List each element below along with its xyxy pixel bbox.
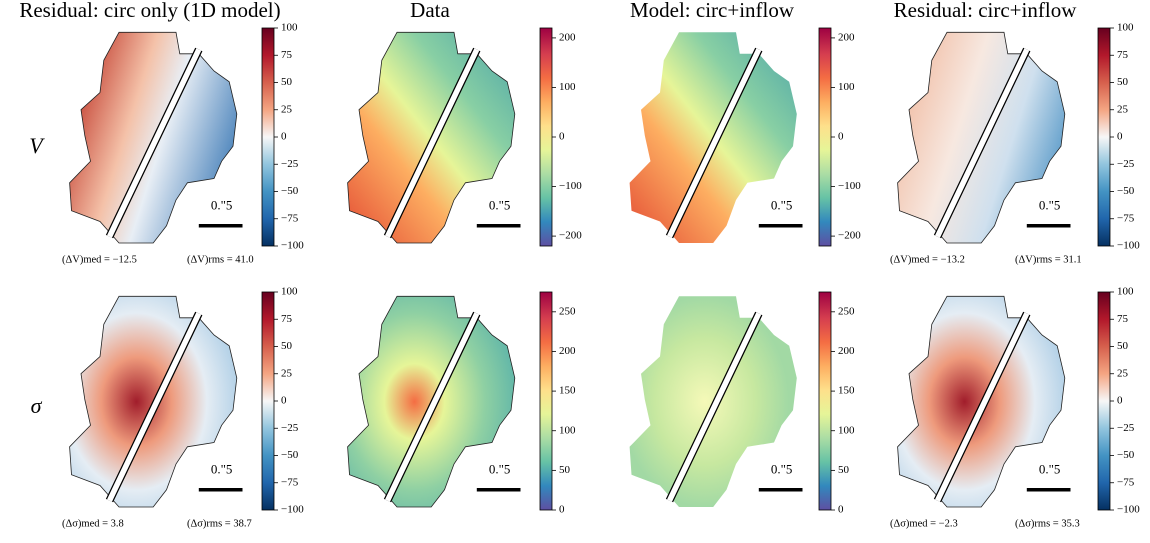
colorbar-tick-label: −50 — [1117, 185, 1135, 197]
slit — [385, 312, 480, 502]
colorbar-tick-label: 100 — [1117, 22, 1134, 34]
colorbar-tick-label: 200 — [838, 345, 855, 357]
colorbar-tick-label: 25 — [1117, 367, 1129, 379]
scale-label: 0."5 — [1039, 461, 1061, 476]
scale-label: 0."5 — [211, 197, 233, 212]
colorbar — [818, 27, 832, 247]
column-title: Data — [410, 0, 450, 22]
colorbar — [539, 27, 553, 247]
colorbar-tick-label: −100 — [559, 180, 582, 192]
colorbar-tick-label: 50 — [838, 464, 850, 476]
column-title: Model: circ+inflow — [630, 0, 795, 22]
slit — [667, 48, 762, 238]
stat: (Δσ)rms = 35.3 — [1015, 518, 1080, 529]
colorbar-tick-label: −50 — [1117, 449, 1135, 461]
colorbar-tick-label: −25 — [1117, 422, 1135, 434]
scale-label: 0."5 — [771, 461, 793, 476]
colorbar-tick-label: 0 — [1117, 131, 1123, 143]
colorbar-tick-label: −200 — [559, 230, 582, 242]
slit — [107, 48, 202, 238]
colorbar-tick-label: −50 — [281, 185, 299, 197]
colorbar-tick-label: 50 — [1117, 76, 1129, 88]
colorbar-tick-label: 250 — [559, 305, 576, 317]
colorbar-tick-label: 50 — [559, 464, 571, 476]
stat: (Δσ)med = −2.3 — [890, 518, 958, 529]
colorbar-tick-label: 0 — [838, 131, 844, 143]
colorbar-tick-label: −75 — [281, 212, 299, 224]
colorbar-tick-label: 200 — [559, 31, 576, 43]
colorbar-tick-label: −50 — [281, 449, 299, 461]
stat: (ΔV)med = −13.2 — [890, 254, 965, 265]
scale-label: 0."5 — [771, 197, 793, 212]
slit — [935, 312, 1030, 502]
colorbar-tick-label: 250 — [838, 305, 855, 317]
colorbar-tick-label: 100 — [559, 424, 576, 436]
slit — [935, 48, 1030, 238]
row-label: σ — [31, 393, 43, 418]
colorbar-tick-label: −75 — [281, 476, 299, 488]
colorbar-tick-label: 50 — [281, 340, 293, 352]
colorbar-tick-label: 25 — [1117, 103, 1129, 115]
colorbar-tick-label: 0 — [559, 131, 565, 143]
colorbar-tick-label: 100 — [281, 22, 298, 34]
colorbar-tick-label: −25 — [281, 158, 299, 170]
colorbar — [818, 291, 832, 511]
colorbar-tick-label: 0 — [838, 504, 844, 516]
colorbar-tick-label: 150 — [838, 385, 855, 397]
colorbar-tick-label: −100 — [281, 504, 304, 516]
colorbar — [261, 27, 275, 247]
colorbar-tick-label: −100 — [281, 240, 304, 252]
row-label: V — [29, 133, 45, 158]
colorbar-tick-label: 0 — [1117, 395, 1123, 407]
slit — [385, 48, 480, 238]
colorbar-tick-label: −25 — [1117, 158, 1135, 170]
slit — [667, 312, 762, 502]
colorbar-tick-label: −100 — [838, 180, 861, 192]
stat: (Δσ)rms = 38.7 — [187, 518, 252, 529]
stat: (ΔV)rms = 31.1 — [1015, 254, 1082, 265]
colorbar-tick-label: −75 — [1117, 476, 1135, 488]
column-title: Residual: circ+inflow — [894, 0, 1078, 22]
scale-label: 0."5 — [211, 461, 233, 476]
colorbar — [539, 291, 553, 511]
colorbar-tick-label: 25 — [281, 367, 293, 379]
column-title: Residual: circ only (1D model) — [19, 0, 280, 22]
colorbar-tick-label: 200 — [559, 345, 576, 357]
colorbar-tick-label: −75 — [1117, 212, 1135, 224]
colorbar-tick-label: 200 — [838, 31, 855, 43]
colorbar-tick-label: 0 — [281, 395, 287, 407]
colorbar-tick-label: 100 — [838, 424, 855, 436]
slit — [107, 312, 202, 502]
colorbar-tick-label: −25 — [281, 422, 299, 434]
colorbar-tick-label: −200 — [838, 230, 861, 242]
scale-label: 0."5 — [489, 461, 511, 476]
colorbar-tick-label: 50 — [281, 76, 293, 88]
colorbar-tick-label: 100 — [838, 81, 855, 93]
colorbar-tick-label: 50 — [1117, 340, 1129, 352]
colorbar-tick-label: 75 — [281, 313, 293, 325]
colorbar — [1097, 291, 1111, 511]
stat: (ΔV)med = −12.5 — [62, 254, 137, 265]
colorbar-tick-label: 25 — [281, 103, 293, 115]
colorbar-tick-label: 75 — [281, 49, 293, 61]
colorbar — [1097, 27, 1111, 247]
stat: (ΔV)rms = 41.0 — [187, 254, 254, 265]
colorbar-tick-label: 150 — [559, 385, 576, 397]
colorbar-tick-label: −100 — [1117, 504, 1140, 516]
colorbar-tick-label: 75 — [1117, 49, 1129, 61]
colorbar-tick-label: −100 — [1117, 240, 1140, 252]
colorbar — [261, 291, 275, 511]
stat: (Δσ)med = 3.8 — [62, 518, 124, 529]
scale-label: 0."5 — [489, 197, 511, 212]
colorbar-tick-label: 100 — [559, 81, 576, 93]
colorbar-tick-label: 100 — [1117, 286, 1134, 298]
colorbar-tick-label: 75 — [1117, 313, 1129, 325]
scale-label: 0."5 — [1039, 197, 1061, 212]
colorbar-tick-label: 100 — [281, 286, 298, 298]
colorbar-tick-label: 0 — [559, 504, 565, 516]
colorbar-tick-label: 0 — [281, 131, 287, 143]
